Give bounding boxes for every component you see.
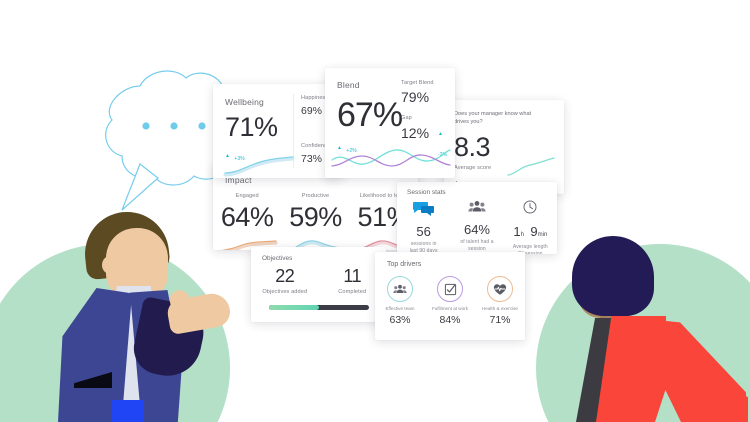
clock-icon <box>523 200 537 214</box>
wellbeing-card[interactable]: Wellbeing 71% ▲ +3% Happiness 69% ▼ -2% … <box>213 84 343 178</box>
top-driver-effective-team[interactable]: Effective team 63% <box>375 276 425 326</box>
checklist-icon <box>437 276 463 302</box>
impact-metric-label: Productive <box>301 193 330 199</box>
top-driver-label: Effective team <box>385 306 415 311</box>
cloud-dot-2 <box>170 122 178 130</box>
trend-up-icon: ▲ <box>225 152 230 159</box>
blend-sparklines <box>331 149 451 167</box>
blend-card-title: Blend <box>337 80 360 90</box>
cloud-dot-3 <box>198 122 206 130</box>
manager-score-value: 8.3 <box>454 132 491 162</box>
cloud-dot-1 <box>142 122 150 130</box>
wellbeing-submetric-label: Happiness <box>301 95 329 101</box>
impact-metric-engaged: Engaged 64% <box>213 193 281 250</box>
impact-metric-value: 64% <box>220 202 274 232</box>
objectives-metric-label: Objectives added <box>262 289 308 295</box>
wellbeing-card-title: Wellbeing <box>225 97 264 107</box>
trend-up-icon: ▲ <box>438 130 443 137</box>
wellbeing-value: 71% <box>225 112 278 142</box>
top-driver-value: 63% <box>389 314 411 326</box>
wellbeing-submetric-value: 69% <box>301 105 323 117</box>
top-drivers-title: Top drivers <box>387 261 422 268</box>
wellbeing-submetric-value: 73% <box>301 152 323 165</box>
objectives-metric-label: Completed <box>338 289 367 295</box>
session-stat-value: 64% <box>463 222 490 237</box>
impact-metric-label: Engaged <box>235 193 259 199</box>
left-person-trousers <box>112 400 144 422</box>
objectives-progress-fill <box>269 305 319 310</box>
objectives-card-title: Objectives <box>262 255 293 262</box>
top-driver-value: 84% <box>439 314 461 326</box>
blend-card[interactable]: Blend 67% ▲ +2% Target Blend 79% Gap 12%… <box>325 68 455 178</box>
session-stat-talent-percent: 64% of talent had a session in the last … <box>450 200 503 254</box>
blend-target-value: 79% <box>401 89 430 105</box>
chat-bubbles-icon <box>412 202 434 216</box>
right-person-hair <box>572 236 654 316</box>
objectives-metric-completed: 11 Completed <box>319 267 387 295</box>
top-driver-label: Health & exercise <box>481 306 518 311</box>
objectives-progress-bar <box>269 305 369 310</box>
top-driver-fulfilment-at-work[interactable]: Fulfilment at work 84% <box>425 276 475 326</box>
wellbeing-divider <box>293 94 294 168</box>
right-person-earring <box>592 288 599 295</box>
impact-metric-label: Likelihood to leave <box>359 193 408 199</box>
manager-question-text: Does your manager know what drives you? <box>454 111 532 126</box>
objectives-card[interactable]: Objectives 22 Objectives added 11 Comple… <box>251 247 386 322</box>
objectives-metric-added: 22 Objectives added <box>251 267 319 295</box>
manager-score-sublabel: Average score <box>454 165 492 171</box>
blend-target-label: Target Blend <box>401 80 434 86</box>
impact-card-title: Impact <box>225 175 252 185</box>
people-group-icon <box>468 201 486 212</box>
session-stats-card[interactable]: Session stats 56 sessions in last 90 day… <box>397 182 557 254</box>
session-stats-title: Session stats <box>407 189 446 196</box>
heartbeat-icon <box>487 276 513 302</box>
impact-card[interactable]: Impact Engaged 64% Productive 59% Likeli <box>213 165 418 250</box>
manager-sparkline <box>507 157 555 176</box>
session-stat-minutes-value: 9 <box>530 224 538 239</box>
wellbeing-delta: +3% <box>234 156 245 162</box>
trend-up-icon: ▲ <box>337 144 342 151</box>
session-stat-sessions: 56 sessions in last 90 days <box>397 200 450 254</box>
blend-gap-value: 12% <box>401 125 430 141</box>
wellbeing-sparkline <box>223 156 295 177</box>
blend-gap-label: Gap <box>401 115 412 121</box>
session-stat-label: sessions in last 90 days <box>409 241 438 254</box>
session-stat-avg-length: 1h 9min Average length Of session <box>504 200 557 254</box>
wellbeing-submetric-label: Confidence <box>301 142 331 149</box>
objectives-metric-value: 22 <box>275 266 295 286</box>
blend-value: 67% <box>337 96 403 134</box>
session-stat-hours-value: 1 <box>513 224 521 239</box>
session-stat-hours-unit: h <box>520 232 524 238</box>
session-stat-value: 56 <box>416 224 431 239</box>
top-driver-health-exercise[interactable]: Health & exercise 71% <box>475 276 525 326</box>
people-group-icon <box>387 276 413 302</box>
impact-metric-value: 59% <box>289 202 342 232</box>
impact-sparkline-engaged <box>221 240 278 250</box>
objectives-metric-value: 11 <box>343 266 362 286</box>
top-drivers-card[interactable]: Top drivers Effective team 63% <box>375 252 525 340</box>
impact-metric-productive: Productive 59% <box>281 193 349 250</box>
blend-delta: +2% <box>346 148 357 154</box>
thought-cloud <box>96 62 256 214</box>
session-stat-minutes-unit: min <box>537 232 548 238</box>
top-driver-value: 71% <box>489 314 511 326</box>
top-driver-label: Fulfilment at work <box>432 306 468 311</box>
manager-question-card[interactable]: Does your manager know what drives you? … <box>444 100 564 194</box>
